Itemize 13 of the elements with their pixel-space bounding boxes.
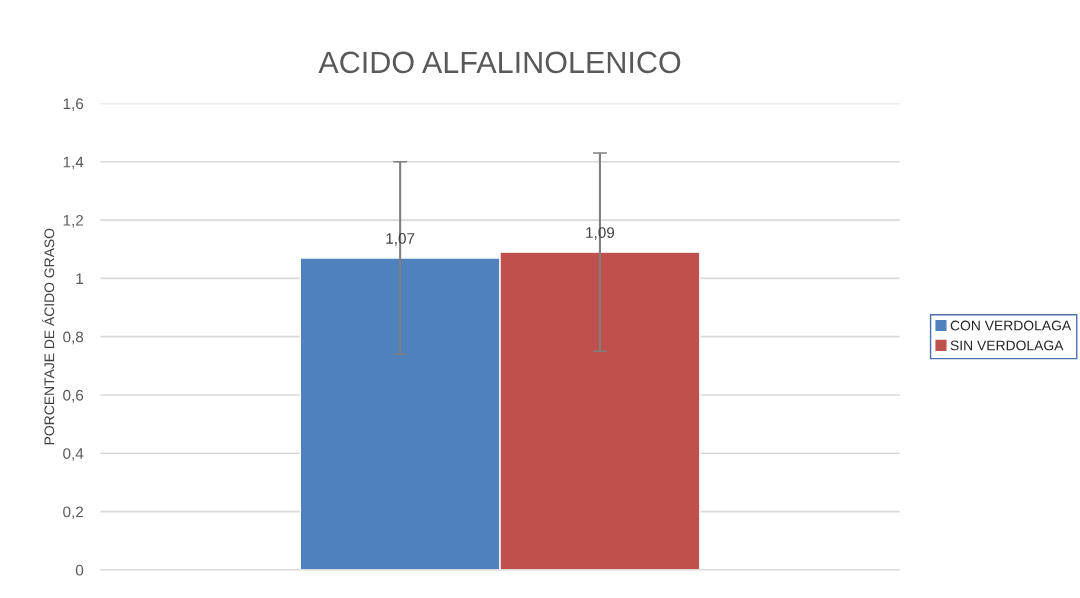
y-tick-label: 1,4: [63, 156, 84, 170]
y-tick-label: 0,8: [63, 331, 84, 345]
y-tick-label: 1,2: [63, 214, 84, 228]
y-tick-label: 0,6: [63, 389, 84, 403]
y-tick-label: 1: [76, 273, 84, 284]
y-axis-title: PORCENTAJE DE ÁCIDO GRASO: [42, 228, 55, 445]
y-tick-label: 0,2: [63, 506, 84, 520]
chart-title: ACIDO ALFALINOLENICO: [318, 51, 681, 74]
y-tick-label: 0: [75, 564, 84, 576]
y-tick-label: 1,6: [63, 98, 84, 111]
y-tick-label: 0,4: [63, 448, 84, 461]
legend-label: CON VERDOLAGA: [950, 320, 1072, 331]
legend-label: SIN VERDOLAGA: [950, 340, 1064, 351]
